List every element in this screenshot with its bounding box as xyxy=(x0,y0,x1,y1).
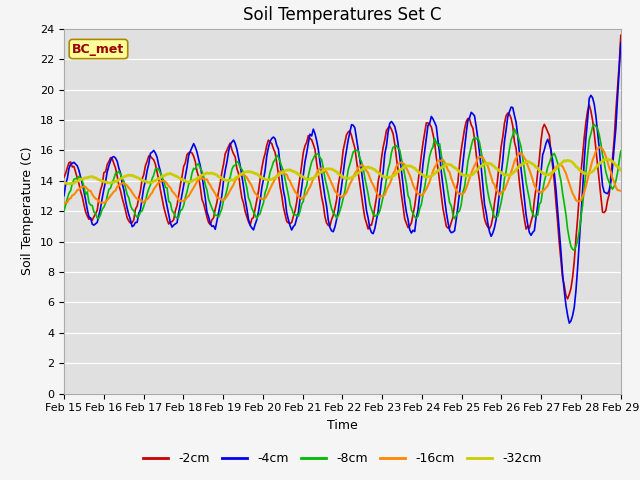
Legend: -2cm, -4cm, -8cm, -16cm, -32cm: -2cm, -4cm, -8cm, -16cm, -32cm xyxy=(138,447,547,470)
Title: Soil Temperatures Set C: Soil Temperatures Set C xyxy=(243,6,442,24)
Text: BC_met: BC_met xyxy=(72,43,125,56)
X-axis label: Time: Time xyxy=(327,419,358,432)
Y-axis label: Soil Temperature (C): Soil Temperature (C) xyxy=(22,147,35,276)
